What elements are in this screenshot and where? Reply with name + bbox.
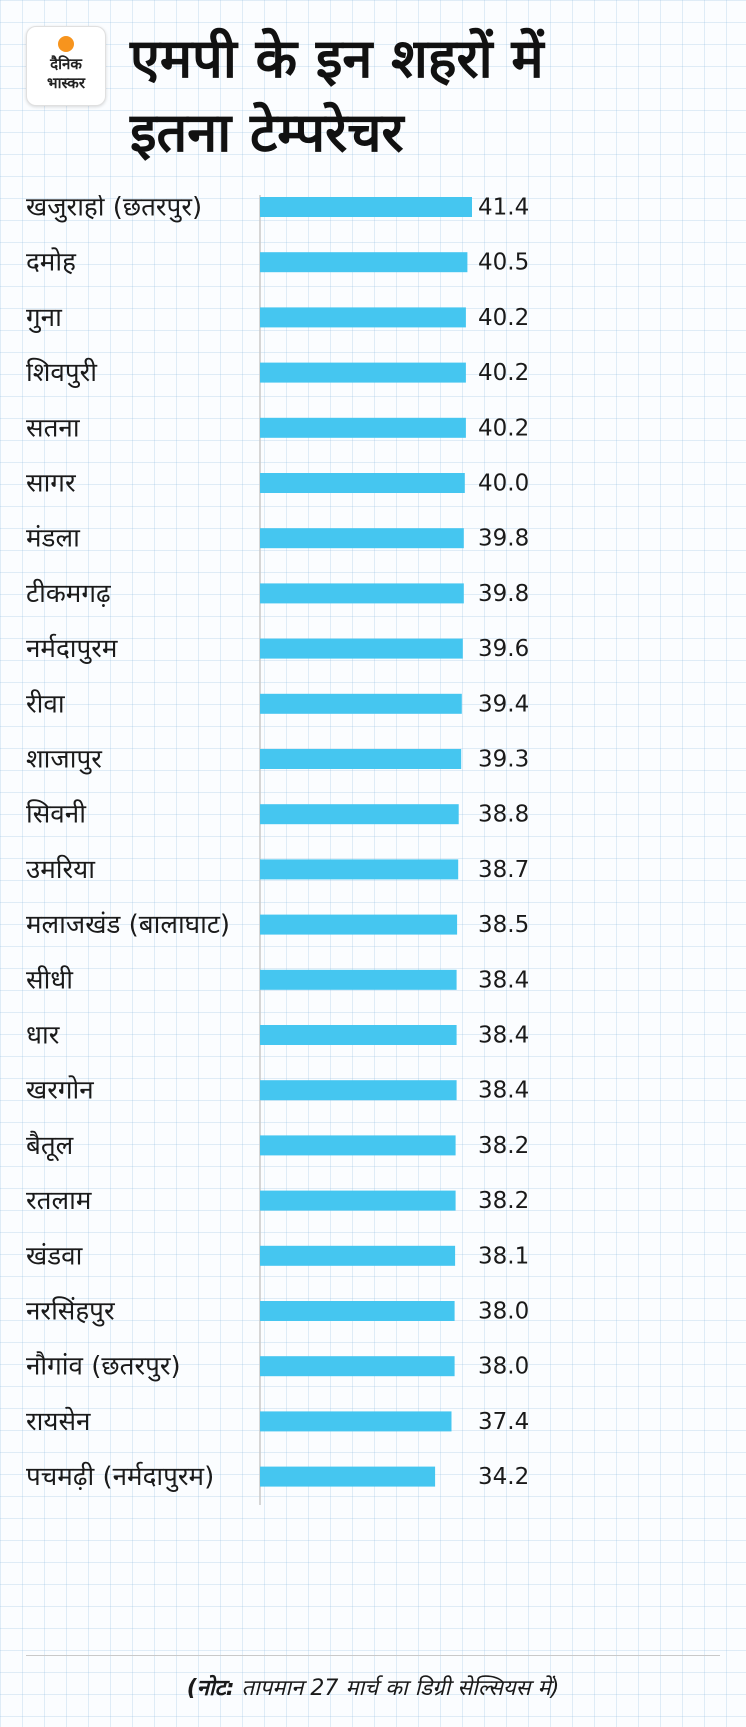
logo-text-line2: भास्कर xyxy=(47,74,85,92)
temperature-bar xyxy=(260,749,462,769)
category-label: पचमढ़ी (नर्मदापुरम) xyxy=(26,1461,214,1492)
value-label: 38.2 xyxy=(478,1188,529,1214)
temperature-bar xyxy=(260,1301,455,1321)
sun-icon xyxy=(58,36,74,52)
temperature-bar xyxy=(260,1411,452,1432)
chart-title-line1: एमपी के इन शहरों में xyxy=(130,27,544,90)
category-label: शाजापुर xyxy=(26,745,103,775)
value-label: 40.0 xyxy=(478,471,529,497)
category-label: खजुराहो (छतरपुर) xyxy=(26,195,202,223)
category-label: नर्मदापुरम xyxy=(26,633,118,664)
dainik-bhaskar-logo: दैनिक भास्कर xyxy=(26,26,106,106)
category-label: नरसिंहपुर xyxy=(26,1296,116,1327)
logo-text-line1: दैनिक xyxy=(50,55,82,73)
category-label: धार xyxy=(26,1021,61,1051)
temperature-bar xyxy=(260,197,472,217)
temperature-bar xyxy=(260,1466,436,1487)
value-label: 38.4 xyxy=(478,967,529,993)
category-label: टीकमगढ़ xyxy=(26,578,111,609)
temperature-bar xyxy=(260,638,463,659)
footnote-text: तापमान 27 मार्च का डिग्री सेल्सियस में) xyxy=(234,1676,560,1701)
category-label: रीवा xyxy=(26,688,66,719)
temperature-bar xyxy=(260,1025,457,1045)
temperature-bar xyxy=(260,417,466,438)
value-label: 39.8 xyxy=(478,526,529,552)
value-label: 38.2 xyxy=(478,1133,529,1159)
temperature-bar xyxy=(260,307,466,328)
temperature-bar xyxy=(260,583,464,604)
temperature-bar xyxy=(260,528,464,549)
value-label: 40.5 xyxy=(478,250,529,276)
value-label: 41.4 xyxy=(478,195,529,221)
value-label: 38.0 xyxy=(478,1354,529,1380)
value-label: 38.0 xyxy=(478,1299,529,1325)
temperature-bar xyxy=(260,1356,455,1377)
temperature-bar xyxy=(260,859,459,880)
value-label: 37.4 xyxy=(478,1409,529,1435)
temperature-bar xyxy=(260,693,462,714)
chart-header: दैनिक भास्कर एमपी के इन शहरों में इतना ट… xyxy=(0,0,746,190)
value-label: 39.4 xyxy=(478,691,529,717)
value-label: 40.2 xyxy=(478,305,529,331)
footnote: (नोट: तापमान 27 मार्च का डिग्री सेल्सियस… xyxy=(0,1672,746,1702)
chart-title-line2: इतना टेम्परेचर xyxy=(130,101,404,164)
category-label: खंडवा xyxy=(26,1241,84,1271)
category-label: मलाजखंड (बालाघाट) xyxy=(26,910,230,940)
temperature-bar xyxy=(260,969,457,990)
value-label: 38.4 xyxy=(478,1078,529,1104)
temperature-bar xyxy=(260,804,459,825)
value-label: 40.2 xyxy=(478,360,529,386)
temperature-bar xyxy=(260,1135,456,1156)
category-label: सागर xyxy=(26,469,77,499)
footnote-prefix: (नोट: xyxy=(186,1676,235,1701)
value-label: 39.6 xyxy=(478,636,529,662)
bottom-divider xyxy=(26,1655,720,1656)
category-label: बैतूल xyxy=(26,1130,74,1162)
temperature-bar xyxy=(260,362,466,383)
temperature-bar xyxy=(260,252,468,273)
temperature-bar xyxy=(260,473,465,493)
temperature-bar xyxy=(260,1080,457,1101)
value-label: 39.8 xyxy=(478,581,529,607)
category-label: गुना xyxy=(26,303,63,333)
category-label: दमोह xyxy=(26,247,77,278)
temperature-bar-chart: खजुराहो (छतरपुर) 41.4 दमोह 40.5 गुना 40.2 शिवप… xyxy=(26,195,529,1505)
category-label: रायसेन xyxy=(26,1406,91,1437)
chart-title: एमपी के इन शहरों में इतना टेम्परेचर xyxy=(130,22,730,170)
temperature-bar xyxy=(260,914,458,935)
category-label: सतना xyxy=(26,413,81,443)
category-label: नौगांव (छतरपुर) xyxy=(26,1351,181,1382)
temperature-bar xyxy=(260,1245,456,1266)
value-label: 38.5 xyxy=(478,912,529,938)
value-label: 39.3 xyxy=(478,747,529,773)
category-label: सिवनी xyxy=(26,799,87,830)
value-label: 34.2 xyxy=(478,1464,529,1490)
value-label: 38.8 xyxy=(478,802,529,828)
value-label: 40.2 xyxy=(478,415,529,441)
value-label: 38.1 xyxy=(478,1243,529,1269)
category-label: सीधी xyxy=(26,964,74,995)
value-label: 38.7 xyxy=(478,857,529,883)
temperature-bar xyxy=(260,1190,456,1211)
category-label: उमरिया xyxy=(26,854,96,885)
category-label: शिवपुरी xyxy=(26,357,98,388)
category-label: मंडला xyxy=(26,524,81,554)
value-label: 38.4 xyxy=(478,1023,529,1049)
category-label: खरगोन xyxy=(26,1075,94,1106)
category-label: रतलाम xyxy=(26,1186,92,1216)
